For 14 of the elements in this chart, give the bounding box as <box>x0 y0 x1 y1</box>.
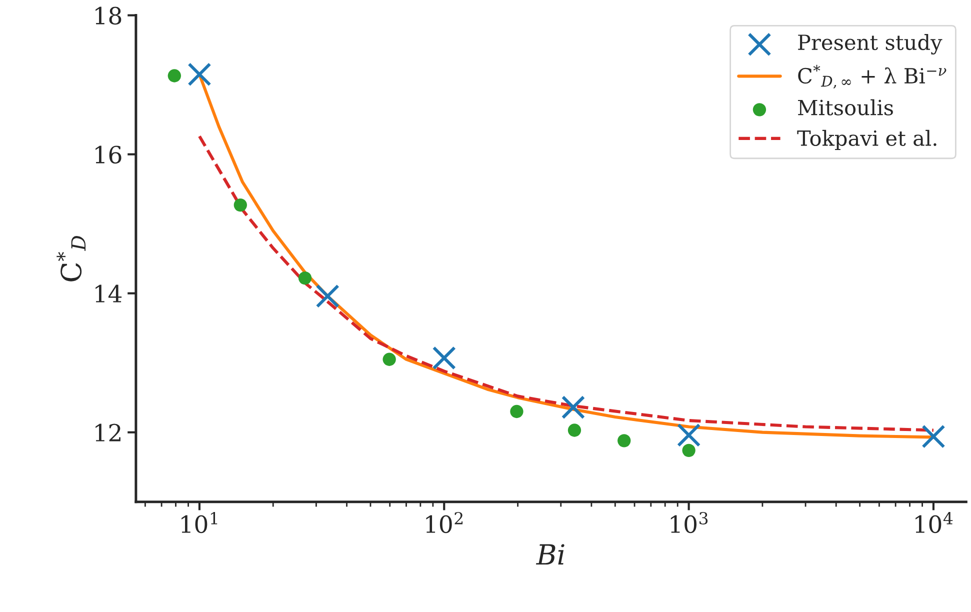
x-tick-label: 10$^{4}$ <box>916 512 953 534</box>
x-tick-label: 10$^{2}$ <box>426 512 463 534</box>
y-tick-label: 12 <box>96 424 120 442</box>
x-tick-label: 10$^{1}$ <box>182 512 218 534</box>
y-tick-label: 14 <box>96 284 122 302</box>
legend-label: Mitsoulis <box>798 99 893 116</box>
legend-label: Present study <box>798 34 942 55</box>
y-tick-label: 16 <box>96 146 122 164</box>
y-axis-title: C$^{*}$$_{D}$ <box>56 236 86 282</box>
legend-label: C$^{*}$$_{D,∞}$ + λ Bi$^{−ν}$ <box>798 64 946 89</box>
x-tick-label: 10$^{3}$ <box>670 512 708 534</box>
legend-label: Tokpavi et al. <box>797 130 936 150</box>
x-axis-title: Bi <box>536 544 564 565</box>
y-tick-label: 18 <box>96 6 122 25</box>
